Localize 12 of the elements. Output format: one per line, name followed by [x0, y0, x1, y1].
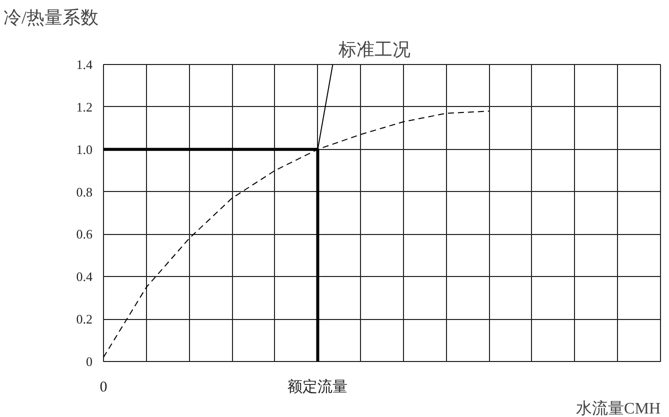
y-tick-label: 0 — [86, 354, 92, 369]
y-tick-label: 1.4 — [76, 57, 93, 72]
y-tick-label: 0.8 — [76, 184, 92, 200]
x-tick-label: 额定流量 — [288, 378, 348, 396]
y-tick-label: 0.2 — [76, 312, 92, 327]
x-axis-title: 水流量CMH — [576, 400, 661, 417]
y-tick-label: 1.2 — [76, 99, 92, 114]
annotation: 标准工况 — [338, 40, 411, 60]
y-tick-label: 0.6 — [76, 226, 93, 242]
y-axis-title: 冷/热量系数 — [4, 8, 99, 28]
y-tick-label: 0.4 — [76, 269, 93, 284]
y-tick-label: 1.0 — [76, 142, 92, 157]
